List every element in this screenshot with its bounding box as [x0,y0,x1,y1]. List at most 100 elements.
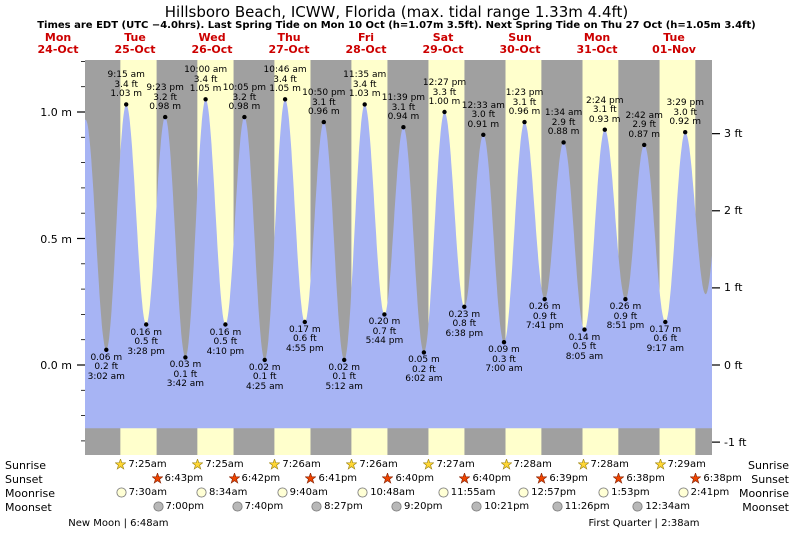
annotation-line: 0.98 m [228,102,261,113]
astro-time: 12:57pm [531,487,577,498]
tide-annotation-high: 12:27 pm 3.3 ft 1.00 m [414,78,474,108]
annotation-line: 3:29 pm [666,98,704,109]
sunset-entry: 6:42pm [228,473,280,484]
annotation-line: 0.6 ft [292,334,317,345]
annotation-line: 10:50 pm [302,88,346,99]
sunrise-entry: 7:28am [500,459,552,470]
annotation-line: 0.5 ft [134,337,159,348]
day-label: Wed 26-Oct [174,32,250,56]
sunset-star-icon [305,473,317,484]
sunset-entry: 6:40pm [382,473,434,484]
sunset-entry: 6:40pm [459,473,511,484]
annotation-line: 2.9 ft [551,117,576,128]
sunrise-star-icon [269,459,281,470]
astro-time: 7:40pm [244,501,284,512]
day-weekday: Sun [508,31,532,44]
day-weekday: Mon [583,31,611,44]
annotation-line: 12:33 am [461,100,505,111]
tide-annotation-high: 1:23 pm 3.1 ft 0.96 m [494,89,554,118]
annotation-line: 0.3 ft [492,354,516,365]
sunset-star-icon [690,473,702,484]
annotation-line: 3.0 ft [673,107,698,118]
day-date: 28-Oct [345,43,387,56]
tide-annotation-low: 0.14 m 0.5 ft 8:05 am [554,332,614,363]
sunrise-entry: 7:29am [654,459,706,470]
annotation-line: 0.23 m [448,309,481,320]
y-axis-label-ft: -1 ft [724,435,747,449]
astro-time: 2:41pm [690,487,730,498]
annotation-line: 0.6 ft [653,334,678,345]
day-date: 24-Oct [37,43,79,56]
tide-annotation-low: 0.02 m 0.1 ft 5:12 am [314,363,374,393]
moonset-entry: 8:27pm [311,501,363,512]
tide-extreme-marker [642,142,647,148]
sunset-star-icon [228,473,240,484]
tide-extreme-marker [282,97,288,102]
annotation-line: 0.16 m [209,327,242,338]
astro-time: 8:27pm [324,501,363,512]
annotation-line: 0.05 m [408,355,440,366]
moonrise-circle-icon [678,487,689,498]
moonset-circle-icon [391,501,402,512]
moonset-circle-icon [152,501,164,512]
sunrise-star-icon [192,459,204,470]
y-axis-label-m: 0.5 m [40,232,72,246]
moonset-circle-icon [552,501,563,512]
tide-annotation-low: 0.17 m 0.6 ft 4:55 pm [275,324,335,355]
annotation-line: 1.00 m [428,97,461,107]
sunrise-star-icon [423,459,435,470]
annotation-line: 6:02 am [405,374,443,385]
moonset-entry: 7:40pm [232,501,284,512]
tide-extreme-marker [683,130,688,135]
tide-extreme-marker [342,357,347,363]
tide-annotation-high: 10:46 am 3.4 ft 1.05 m [255,66,315,95]
astro-time: 6:38pm [703,473,742,484]
tide-annotation-low: 0.09 m 0.3 ft 7:00 am [474,346,534,375]
annotation-line: 0.96 m [307,107,340,118]
tide-annotation-high: 2:24 pm 3.1 ft 0.93 m [575,96,635,126]
day-weekday: Wed [198,31,226,44]
annotation-line: 11:35 am [343,70,387,81]
day-date: 01-Nov [652,43,696,56]
annotation-line: 0.5 ft [572,342,597,353]
astro-time: 6:40pm [395,473,434,484]
annotation-line: 3.2 ft [232,92,257,103]
day-label: Thu 27-Oct [251,32,327,56]
day-date: 29-Oct [422,43,464,56]
astro-time: 7:25am [205,459,244,470]
annotation-line: 0.2 ft [94,362,119,373]
astro-time: 1:53pm [611,487,650,498]
moonrise-circle-icon [518,487,529,498]
tide-annotation-high: 1:34 am 2.9 ft 0.88 m [534,109,594,138]
tide-extreme-marker [302,319,307,325]
moonrise-entry: 12:57pm [518,487,576,498]
annotation-line: 0.02 m [248,362,281,373]
annotation-line: 1:34 am [544,108,583,119]
moonset-circle-icon [311,501,322,512]
annotation-line: 0.17 m [288,324,321,335]
tide-extreme-marker [382,312,387,317]
first-quarter-phase-label: First Quarter | 2:38am [588,518,700,529]
sunrise-entry: 7:26am [346,459,398,470]
moonset-entry: 11:26pm [552,501,610,512]
astro-time: 7:26am [282,459,321,470]
annotation-line: 6:38 pm [445,328,484,339]
annotation-line: 2.9 ft [632,120,657,131]
annotation-line: 3.1 ft [311,97,336,108]
annotation-line: 0.94 m [387,112,420,123]
day-date: 30-Oct [499,43,541,56]
y-axis-label-ft: 2 ft [724,204,743,218]
moonrise-circle-icon [438,487,449,498]
annotation-line: 0.14 m [568,332,601,343]
moonrise-entry: 8:34am [196,487,247,498]
tide-extreme-marker [421,350,427,355]
annotation-line: 3.4 ft [352,79,377,90]
moonset-circle-icon [471,501,482,512]
annotation-line: 3.0 ft [471,110,496,121]
astro-time: 6:38pm [626,473,665,484]
annotation-line: 0.87 m [628,129,661,140]
annotation-line: 9:15 am [107,70,145,81]
day-weekday: Fri [358,31,375,44]
